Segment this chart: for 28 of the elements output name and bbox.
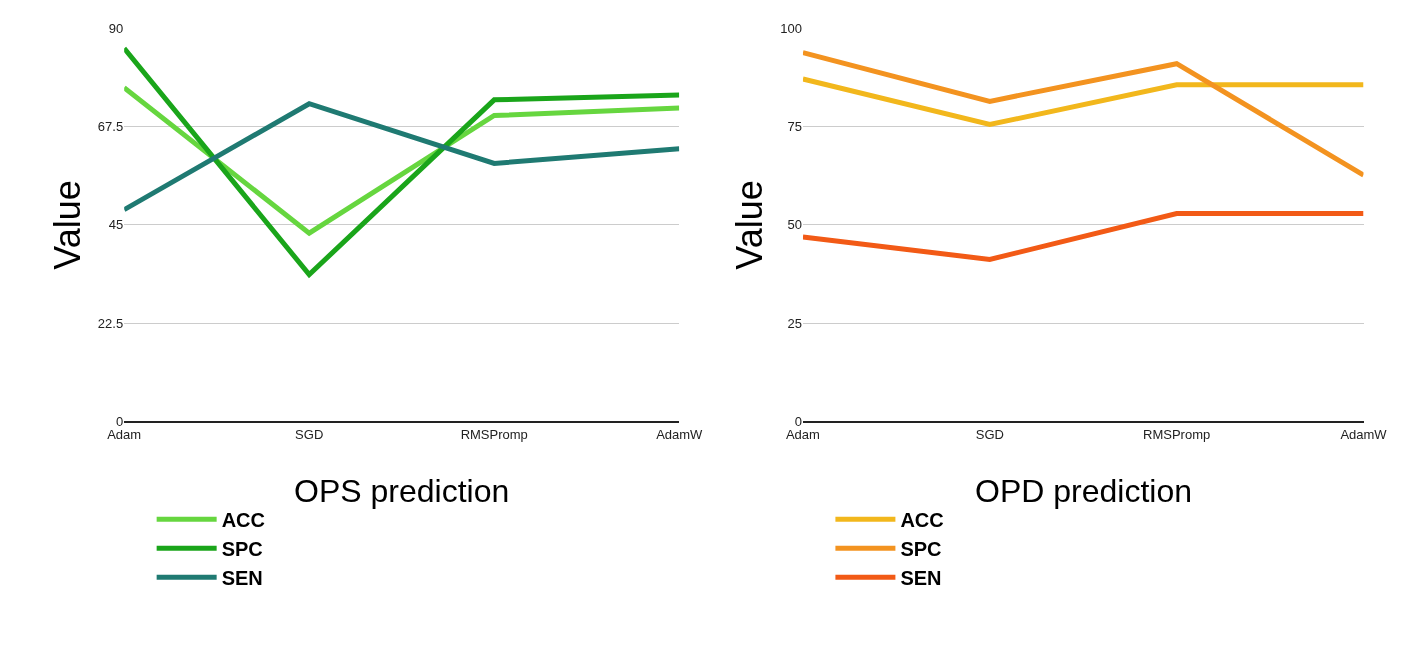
y-tick-label: 50 xyxy=(787,217,802,233)
x-tick-label: AdamW xyxy=(656,426,704,442)
y-tick-label: 0 xyxy=(794,413,802,429)
y-axis-title: Value xyxy=(46,180,88,270)
text: OPD prediction xyxy=(975,473,1192,509)
legend-label: SEN xyxy=(900,567,942,590)
x-tick-label: RMSPromp xyxy=(1143,426,1211,442)
x-tick-label: Adam xyxy=(107,426,142,442)
x-tick-label: Adam xyxy=(785,426,820,442)
legend-label: SPC xyxy=(221,538,263,561)
legend-label: SPC xyxy=(900,538,942,561)
y-tick-label: 75 xyxy=(787,119,802,135)
y-tick-label: 90 xyxy=(108,21,124,37)
legend-label: ACC xyxy=(221,509,265,532)
y-tick-label: 25 xyxy=(787,315,802,331)
legend-label: ACC xyxy=(900,509,944,532)
y-tick-label: 100 xyxy=(780,21,802,37)
y-tick-label: 0 xyxy=(115,413,124,429)
y-tick-label: 22.5 xyxy=(97,315,124,331)
y-axis-title: Value xyxy=(729,180,771,270)
x-tick-label: AdamW xyxy=(1340,426,1388,442)
x-tick-label: SGD xyxy=(975,426,1004,442)
y-tick-label: 45 xyxy=(108,217,124,233)
x-tick-label: SGD xyxy=(295,426,324,442)
x-tick-label: RMSPromp xyxy=(460,426,528,442)
text: OPS prediction xyxy=(294,473,510,509)
y-tick-label: 67.5 xyxy=(97,119,124,135)
legend-label: SEN xyxy=(221,567,263,590)
